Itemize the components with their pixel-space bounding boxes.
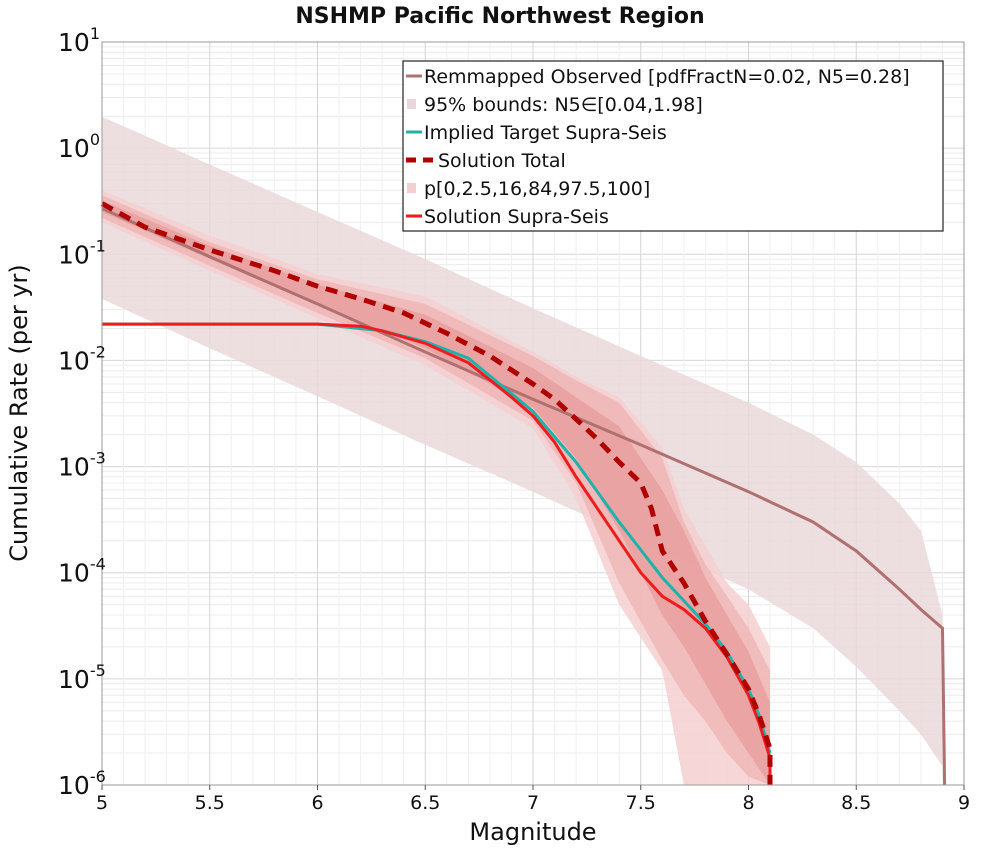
legend: Remmapped Observed [pdfFractN=0.02, N5=0… bbox=[402, 60, 944, 232]
x-tick-label: 6.5 bbox=[410, 792, 440, 814]
y-tick-label: 10-2 bbox=[58, 342, 106, 375]
solution-supra-seis-line bbox=[102, 322, 772, 785]
legend-label-total: Solution Total bbox=[438, 150, 566, 172]
legend-label-observed: Remmapped Observed [pdfFractN=0.02, N5=0… bbox=[424, 66, 910, 88]
y-tick-label: 100 bbox=[58, 130, 100, 163]
x-tick-label: 6 bbox=[311, 792, 323, 814]
legend-swatch-band_outer bbox=[407, 183, 416, 193]
solution-total-line bbox=[100, 201, 773, 785]
legend-label-supra: Solution Supra-Seis bbox=[424, 206, 609, 228]
y-tick-label: 10-6 bbox=[58, 767, 106, 800]
x-axis-label: Magnitude bbox=[469, 818, 596, 846]
x-tick-label: 8 bbox=[742, 792, 754, 814]
x-tick-label: 5.5 bbox=[195, 792, 225, 814]
percentile-band-inner bbox=[102, 200, 770, 785]
series-lines bbox=[100, 201, 947, 786]
y-tick-label: 101 bbox=[58, 24, 100, 57]
legend-swatch-observed_band bbox=[407, 99, 416, 109]
x-tick-label: 7.5 bbox=[626, 792, 656, 814]
y-axis-ticks: 10-6 10-5 10-4 10-3 10-2 10-1 100 101 bbox=[58, 24, 106, 800]
x-tick-label: 8.5 bbox=[841, 792, 871, 814]
observed-line bbox=[101, 207, 947, 786]
x-tick-label: 9 bbox=[958, 792, 970, 814]
legend-label-target: Implied Target Supra-Seis bbox=[424, 122, 667, 144]
uncertainty-bands bbox=[102, 116, 943, 785]
y-tick-label: 10-4 bbox=[58, 555, 106, 588]
legend-box bbox=[402, 60, 944, 232]
legend-label-band_outer: p[0,2.5,16,84,97.5,100] bbox=[424, 178, 650, 200]
y-axis-label: Cumulative Rate (per yr) bbox=[5, 264, 33, 562]
x-tick-label: 5 bbox=[96, 792, 108, 814]
y-tick-label: 10-1 bbox=[58, 236, 106, 269]
legend-label-observed_band: 95% bounds: N5∈[0.04,1.98] bbox=[424, 94, 703, 116]
x-axis-ticks: 5 5.5 6 6.5 7 7.5 8 8.5 9 bbox=[96, 785, 970, 814]
y-tick-label: 10-5 bbox=[58, 661, 106, 694]
chart-title: NSHMP Pacific Northwest Region bbox=[295, 4, 704, 29]
x-tick-label: 7 bbox=[527, 792, 539, 814]
y-tick-label: 10-3 bbox=[58, 449, 106, 482]
